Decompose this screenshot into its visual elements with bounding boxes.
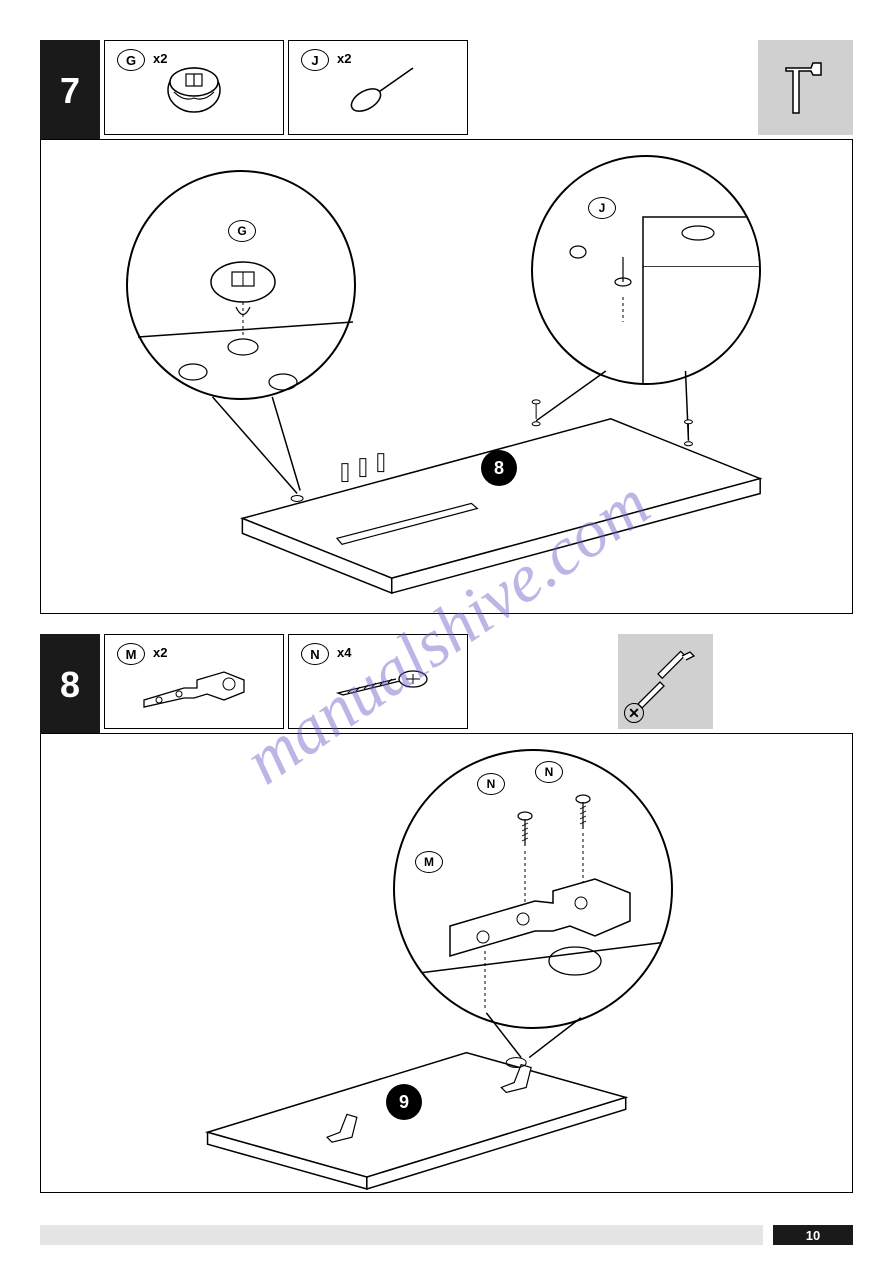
part-label-j: J: [301, 49, 329, 71]
step-8-section: 8 M x2 N x4: [40, 634, 853, 1193]
part-box-g: G x2: [104, 40, 284, 135]
footer-bar: [40, 1225, 763, 1245]
panel-9-iso: [41, 734, 852, 1192]
nail-icon: [328, 58, 428, 118]
panel-9-label: 9: [386, 1084, 422, 1120]
step-7-section: 7 G x2 J x2: [40, 40, 853, 614]
part-qty-n: x4: [337, 645, 351, 660]
panel-8-label: 8: [481, 450, 517, 486]
tool-box-screwdriver: ✕: [618, 634, 713, 729]
part-qty-m: x2: [153, 645, 167, 660]
part-qty-j: x2: [337, 51, 351, 66]
part-qty-g: x2: [153, 51, 167, 66]
part-label-n: N: [301, 643, 329, 665]
step-7-header: 7 G x2 J x2: [40, 40, 853, 140]
panel-8-iso: [41, 140, 852, 613]
step-8-diagram: N N M 9: [40, 733, 853, 1193]
hammer-icon: [771, 53, 841, 123]
tool-box-hammer: [758, 40, 853, 135]
step-7-diagram: G J: [40, 139, 853, 614]
part-box-j: J x2: [288, 40, 468, 135]
hinge-icon: [129, 652, 259, 712]
part-box-n: N x4: [288, 634, 468, 729]
phillips-symbol: ✕: [624, 703, 644, 723]
cam-lock-icon: [154, 58, 234, 118]
part-box-m: M x2: [104, 634, 284, 729]
screw-icon: [318, 657, 438, 707]
part-label-m: M: [117, 643, 145, 665]
part-label-g: G: [117, 49, 145, 71]
step-8-header: 8 M x2 N x4: [40, 634, 853, 734]
page-number: 10: [773, 1225, 853, 1245]
